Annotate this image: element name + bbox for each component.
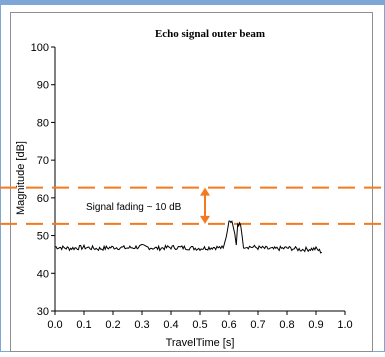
y-tick-label: 60 bbox=[37, 193, 49, 205]
x-tick-label: 0.1 bbox=[76, 319, 91, 331]
y-tick-label: 90 bbox=[37, 80, 49, 92]
fading-arrow-head-up bbox=[200, 187, 210, 196]
x-tick-label: 0.5 bbox=[192, 319, 207, 331]
chart-title: Echo signal outer beam bbox=[155, 28, 265, 40]
signal-line bbox=[54, 220, 323, 254]
x-tick-label: 0.7 bbox=[250, 319, 265, 331]
y-tick-label: 50 bbox=[37, 231, 49, 243]
x-tick-label: 0.4 bbox=[163, 319, 178, 331]
y-tick-label: 30 bbox=[37, 306, 49, 318]
x-axis-label: TravelTime [s] bbox=[166, 337, 235, 349]
y-tick-label: 80 bbox=[37, 117, 49, 129]
y-axis-label: Magnitude [dB] bbox=[15, 141, 27, 215]
y-tick-label: 70 bbox=[37, 155, 49, 167]
x-tick-label: 0.9 bbox=[308, 319, 323, 331]
signal-series bbox=[54, 220, 323, 254]
fading-annotation: Signal fading ~ 10 dB bbox=[86, 187, 210, 224]
window-top-bar bbox=[0, 0, 385, 5]
x-tick-label: 0.6 bbox=[221, 319, 236, 331]
fading-annotation-label: Signal fading ~ 10 dB bbox=[86, 202, 182, 213]
x-tick-label: 1.0 bbox=[337, 319, 352, 331]
x-tick-label: 0.2 bbox=[105, 319, 120, 331]
x-tick-label: 0.3 bbox=[134, 319, 149, 331]
y-axis-ticks: 30 40 50 60 70 80 90 100 bbox=[31, 42, 55, 318]
x-tick-label: 0.0 bbox=[47, 319, 62, 331]
x-tick-label: 0.8 bbox=[279, 319, 294, 331]
reference-lines bbox=[0, 186, 385, 225]
x-axis-ticks: 0.0 0.1 0.2 0.3 0.4 0.5 0.6 0.7 0.8 0.9 1.0 bbox=[47, 311, 353, 331]
y-tick-label: 40 bbox=[37, 268, 49, 280]
fading-arrow-head-down bbox=[200, 215, 210, 224]
y-tick-label: 100 bbox=[31, 42, 49, 54]
